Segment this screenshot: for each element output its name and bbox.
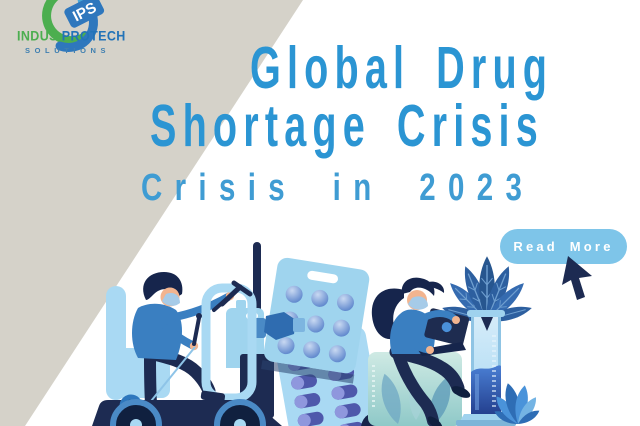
headline-line2: Shortage Crisis: [150, 92, 544, 160]
forklift-front: [146, 280, 257, 407]
forklift-base: [92, 390, 393, 426]
graduated-cylinder: [456, 310, 516, 426]
brand-logo: IPS INDUS PROTECH SOLUTIONS: [0, 0, 170, 70]
headline-line1: Global Drug: [250, 34, 554, 102]
logo-tagline: SOLUTIONS: [25, 46, 111, 55]
read-more-button[interactable]: Read More: [500, 229, 627, 264]
logo-name: INDUS PROTECH: [17, 28, 126, 44]
ips-swirl-icon: IPS: [42, 0, 105, 52]
mast-clamp: [250, 312, 305, 340]
logo-name-primary: INDUS: [17, 28, 58, 44]
woman-on-beaker: [371, 277, 471, 426]
subheadline: Crisis in 2023: [141, 166, 535, 209]
cursor-icon: [562, 256, 592, 300]
logo-name-secondary: PROTECH: [61, 28, 126, 44]
small-plant: [494, 383, 540, 425]
plant-column: [442, 256, 532, 426]
